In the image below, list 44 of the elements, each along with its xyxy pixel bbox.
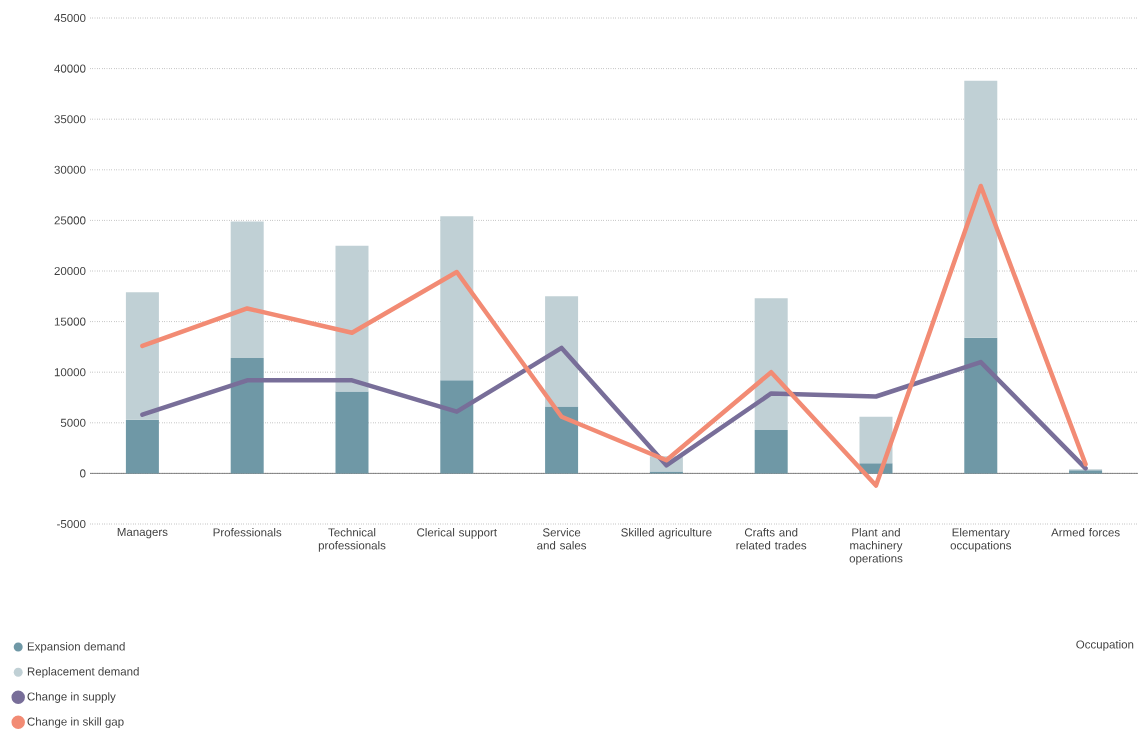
y-tick-label: 25000	[54, 216, 86, 225]
x-tick-label: Elementary occupations	[950, 528, 1012, 552]
x-tick-label: Service and sales	[537, 528, 587, 550]
y-tick-label: -5000	[57, 519, 86, 529]
x-tick-label: Crafts and related trades	[736, 528, 807, 550]
bar	[964, 80, 998, 338]
bar	[230, 221, 264, 359]
bar	[335, 391, 369, 474]
y-tick-label: 0	[80, 469, 86, 478]
y-tick-label: 35000	[54, 115, 86, 124]
bar	[754, 298, 788, 430]
line-series	[140, 183, 1088, 488]
x-tick-label: Technical professionals	[318, 528, 386, 552]
bar	[964, 337, 998, 474]
y-tick-label: 30000	[54, 165, 86, 174]
y-tick-label: 10000	[54, 368, 86, 377]
y-tick-label: 15000	[54, 317, 86, 326]
x-tick-label: Managers	[117, 528, 168, 539]
bar	[230, 358, 264, 474]
legend-label: Replacement demand	[27, 667, 139, 678]
legend-label: Change in skill gap	[27, 717, 124, 728]
bar	[335, 245, 369, 392]
bar	[440, 380, 474, 474]
y-tick-label: 20000	[54, 266, 86, 276]
bar	[754, 429, 788, 474]
line-series	[140, 345, 1088, 471]
legend-label: Expansion demand	[27, 642, 125, 653]
y-tick-label: 45000	[54, 13, 86, 23]
x-tick-label: Skilled agriculture	[621, 528, 712, 539]
y-tick-label: 40000	[54, 64, 86, 73]
legend-label: Change in supply	[27, 692, 116, 703]
bar	[545, 406, 579, 474]
x-tick-label: Plant and machinery operations	[849, 528, 903, 565]
text: Occupation	[1076, 640, 1134, 651]
bar	[125, 292, 159, 420]
x-tick-label: Clerical support	[417, 528, 497, 539]
bar	[545, 296, 579, 407]
y-tick-label: 5000	[60, 418, 86, 427]
bar	[859, 416, 893, 464]
bar	[649, 471, 683, 474]
bar	[440, 216, 474, 381]
bar	[125, 419, 159, 474]
x-tick-label: Armed forces	[1051, 528, 1120, 537]
x-tick-label: Professionals	[213, 528, 282, 537]
